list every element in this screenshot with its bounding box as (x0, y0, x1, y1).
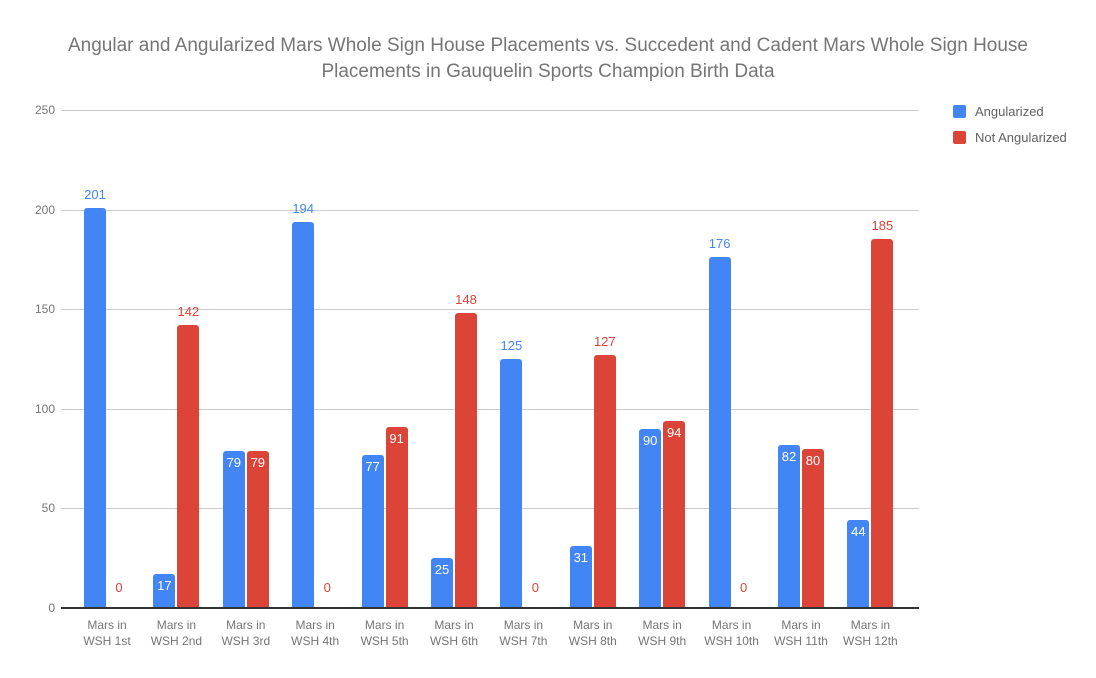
x-axis-line (61, 607, 919, 609)
x-axis-category-label: Mars in WSH 4th (291, 618, 340, 648)
bar-angularized[interactable] (292, 221, 315, 608)
x-axis-category-label: Mars in WSH 2nd (150, 618, 203, 648)
chart-title-line2: Placements in Gauquelin Sports Champion … (321, 61, 775, 82)
bar-not-angularized[interactable] (246, 450, 269, 608)
bar-value-label: 127 (593, 334, 616, 350)
bar-not-angularized[interactable] (177, 325, 200, 608)
legend-swatch-angularized-icon (953, 105, 966, 118)
bar-value-label: 94 (666, 424, 682, 440)
bar-angularized[interactable] (361, 454, 384, 608)
bar-not-angularized[interactable] (663, 420, 686, 608)
bar-value-label: 0 (739, 580, 748, 595)
gridline (61, 508, 919, 510)
gridline (61, 408, 919, 410)
bar-angularized[interactable] (222, 450, 245, 608)
legend: Angularized Not Angularized (953, 104, 1067, 145)
x-axis-category-label: Mars in WSH 6th (429, 618, 478, 648)
bar-value-label: 25 (434, 562, 450, 578)
x-axis-category-label: Mars in WSH 11th (774, 618, 828, 648)
bar-value-label: 201 (84, 186, 106, 202)
bar-not-angularized[interactable] (455, 313, 477, 608)
bar-angularized[interactable] (500, 359, 523, 608)
bar-angularized[interactable] (153, 574, 176, 608)
bar-value-label: 0 (531, 580, 539, 595)
bar-value-label: 17 (157, 578, 172, 594)
bar-value-label: 80 (805, 452, 821, 468)
bar-angularized[interactable] (431, 558, 453, 608)
bar-angularized[interactable] (778, 444, 800, 608)
y-axis-tick-label: 50 (41, 501, 55, 516)
bar-value-label: 142 (177, 304, 200, 320)
bar-value-label: 176 (708, 236, 731, 252)
legend-swatch-not-angularized-icon (953, 131, 966, 144)
bar-not-angularized[interactable] (593, 355, 616, 608)
bar-not-angularized[interactable] (871, 239, 894, 608)
bar-angularized[interactable] (847, 520, 870, 608)
bar-value-label: 79 (250, 454, 266, 470)
bar-not-angularized[interactable] (802, 448, 824, 608)
bar-angularized[interactable] (708, 257, 731, 608)
bar-value-label: 125 (500, 338, 523, 353)
chart-title-line1: Angular and Angularized Mars Whole Sign … (67, 35, 1029, 56)
x-axis-category-label: Mars in WSH 5th (360, 618, 409, 648)
x-axis-category-label: Mars in WSH 9th (638, 618, 687, 648)
gridline (61, 110, 919, 111)
bar-value-label: 44 (851, 524, 866, 540)
x-axis-category-label: Mars in WSH 7th (499, 618, 548, 648)
bar-value-label: 148 (455, 292, 477, 308)
y-axis-tick-label: 0 (48, 601, 55, 615)
x-axis-category-label: Mars in WSH 12th (843, 618, 898, 648)
bar-not-angularized[interactable] (385, 426, 408, 608)
bar-angularized[interactable] (639, 428, 662, 608)
x-axis-category-label: Mars in WSH 8th (568, 618, 617, 648)
bar-value-label: 90 (642, 432, 658, 448)
bar-value-label: 0 (115, 580, 123, 595)
bar-value-label: 82 (781, 448, 797, 464)
y-axis-tick-label: 200 (34, 202, 55, 217)
bar-angularized[interactable] (84, 207, 106, 608)
bar-value-label: 31 (573, 550, 589, 566)
x-axis-category-label: Mars in WSH 1st (83, 618, 131, 648)
bar-value-label: 0 (323, 580, 331, 595)
bar-value-label: 185 (871, 218, 894, 234)
x-axis-category-label: Mars in WSH 3rd (221, 618, 271, 648)
gridline (61, 309, 919, 311)
legend-item-angularized[interactable]: Angularized (953, 104, 1067, 119)
gridline (61, 209, 919, 211)
bar-value-label: 79 (226, 454, 242, 470)
y-axis-tick-label: 150 (34, 302, 55, 317)
bar-value-label: 77 (365, 458, 380, 474)
bar-value-label: 194 (292, 200, 315, 216)
legend-label-angularized: Angularized (975, 104, 1044, 119)
bar-value-label: 91 (389, 430, 404, 446)
y-axis-tick-label: 250 (34, 103, 55, 117)
y-axis-tick-label: 100 (34, 401, 55, 416)
x-axis-category-label: Mars in WSH 10th (704, 618, 759, 648)
bar-angularized[interactable] (569, 546, 592, 608)
legend-item-not-angularized[interactable]: Not Angularized (953, 130, 1067, 145)
chart-title: Angular and Angularized Mars Whole Sign … (0, 33, 1096, 85)
legend-label-not-angularized: Not Angularized (975, 130, 1067, 145)
